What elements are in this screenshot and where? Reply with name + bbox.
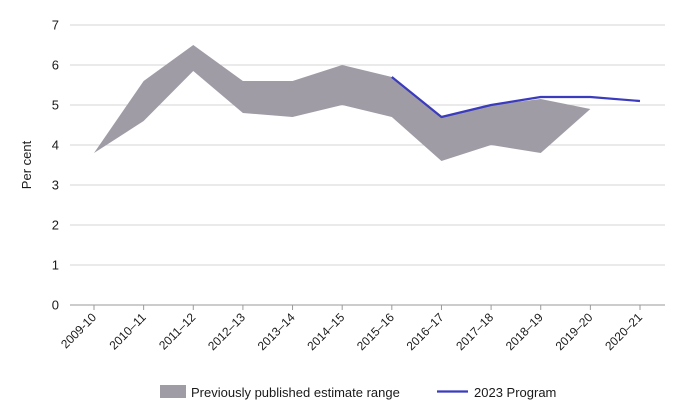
y-axis-ticks: 0 1 2 3 4 5 6 7 <box>52 18 59 313</box>
range-area-shape <box>94 45 591 161</box>
gridlines <box>70 24 665 306</box>
legend-label-line: 2023 Program <box>474 385 556 400</box>
x-axis-ticks: 2009-10 2010–11 2011–12 2012–13 2013–14 2014–… <box>58 305 645 353</box>
program-line <box>391 76 641 119</box>
x-tick-label: 2016–17 <box>404 310 447 353</box>
y-tick-label: 2 <box>52 218 59 233</box>
x-tick-label: 2014–15 <box>304 310 347 353</box>
x-tick-label: 2019–20 <box>553 310 596 353</box>
x-tick-label: 2018–19 <box>503 310 546 353</box>
legend-label-range: Previously published estimate range <box>191 385 400 400</box>
legend-swatch-range <box>160 385 186 398</box>
y-tick-label: 0 <box>52 298 59 313</box>
y-tick-label: 1 <box>52 258 59 273</box>
x-tick-label: 2011–12 <box>156 310 199 353</box>
x-tick-label: 2012–13 <box>205 310 248 353</box>
y-tick-label: 5 <box>52 98 59 113</box>
x-tick-label: 2020–21 <box>602 310 645 353</box>
legend: Previously published estimate range 2023… <box>160 385 556 400</box>
x-tick-label: 2013–14 <box>255 310 298 353</box>
x-tick-label: 2009-10 <box>58 310 99 351</box>
y-tick-label: 6 <box>52 58 59 73</box>
x-tick-label: 2015–16 <box>354 310 397 353</box>
x-tick-label: 2010–11 <box>106 310 149 353</box>
y-tick-label: 7 <box>52 18 59 33</box>
y-axis-title: Per cent <box>19 140 34 189</box>
range-area <box>94 45 591 161</box>
program-line-path <box>391 76 641 119</box>
x-tick-label: 2017–18 <box>453 310 496 353</box>
y-tick-label: 4 <box>52 138 59 153</box>
y-tick-label: 3 <box>52 178 59 193</box>
